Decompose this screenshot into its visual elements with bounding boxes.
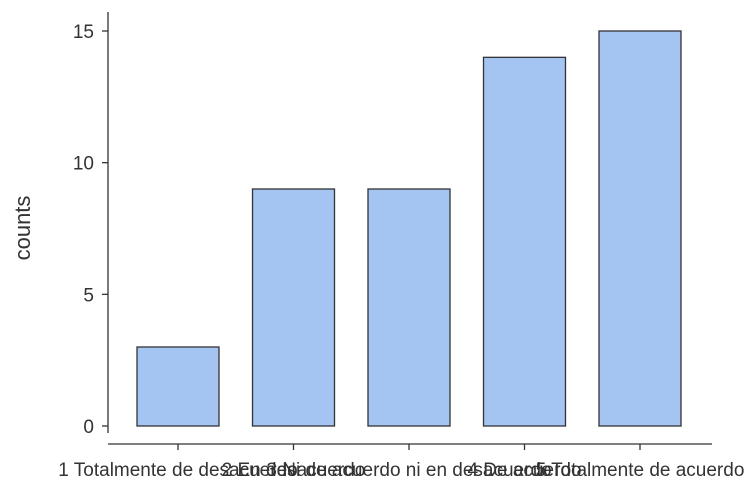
- y-axis-label: counts: [10, 196, 35, 261]
- x-tick-label: 3 Ni de acuerdo ni en desacuerdo: [266, 460, 551, 480]
- x-tick-label: 2 En desacuerdo: [222, 460, 366, 480]
- y-tick-label: 15: [73, 22, 94, 43]
- bars: [136, 30, 682, 427]
- bar: [598, 30, 682, 427]
- bar: [136, 346, 220, 427]
- x-tick-label: 4 De acuerdo: [467, 460, 581, 480]
- x-tick-label: 1 Totalmente de desacuerdo: [58, 460, 297, 480]
- y-tick-label: 5: [83, 285, 94, 306]
- bar: [482, 56, 567, 427]
- y-tick-label: 0: [83, 417, 94, 438]
- bar: [251, 188, 336, 427]
- y-tick-label: 10: [73, 154, 94, 175]
- y-axis: 0 5 10 15: [73, 12, 109, 438]
- bar: [367, 188, 451, 427]
- x-tick-label: 5 Totalmente de acuerdo: [536, 460, 745, 480]
